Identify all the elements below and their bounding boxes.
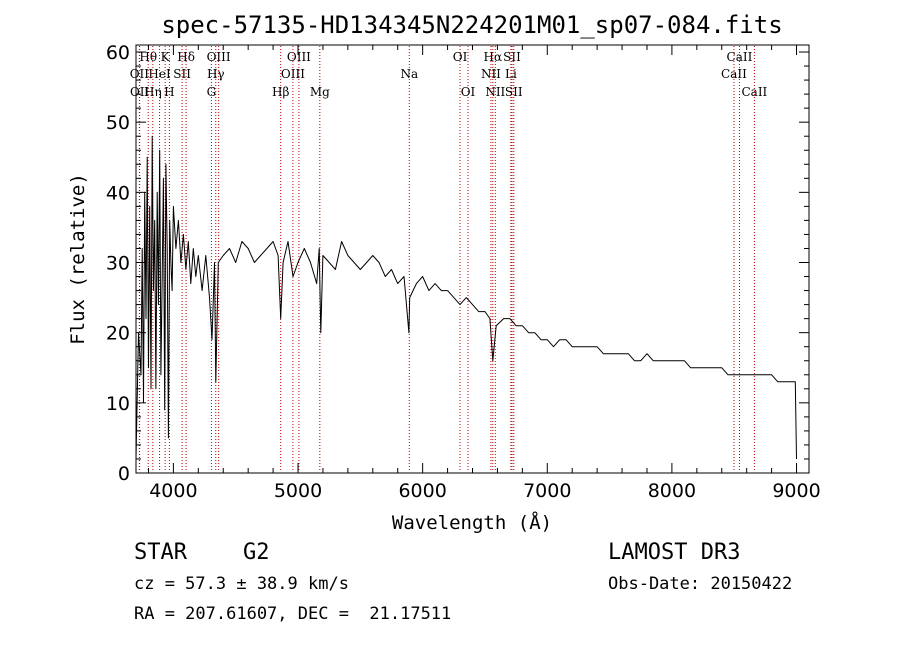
spectral-line-label: CaII [741,85,767,99]
y-tick-label: 40 [106,182,130,204]
x-tick-label: 7000 [523,480,571,502]
redshift-cz: cz = 57.3 ± 38.9 km/s [134,574,349,594]
spectral-line-label: Hθ [139,50,157,64]
chart-title: spec-57135-HD134345N224201M01_sp07-084.f… [161,11,782,39]
y-tick-label: 10 [106,393,130,415]
survey-name: LAMOST DR3 [608,540,741,565]
x-tick-label: 6000 [398,480,446,502]
spectral-line-label: SII [173,67,191,81]
spectral-line-label: SII [503,50,521,64]
spectral-line-label: H [164,85,174,99]
spectral-line-label: OI [453,50,468,64]
x-tick-label: 9000 [772,480,820,502]
x-axis-label: Wavelength (Å) [392,511,552,534]
y-axis-label: Flux (relative) [67,173,89,345]
x-tick-label: 5000 [274,480,322,502]
spectral-line-label: OIII [281,67,305,81]
spectral-line-label: NII [481,67,501,81]
spectral-line-label: SII [505,85,523,99]
spectral-line-label: G [207,85,217,99]
spectral-line-label: OII [130,85,150,99]
spectral-line-label: Hα [484,50,503,64]
y-tick-label: 30 [106,253,130,275]
spectral-line-label: K [161,50,171,64]
spectral-line-label: CaII [721,67,747,81]
y-tick-label: 20 [106,323,130,345]
object-subclass: G2 [243,540,270,565]
spectral-line-label: Li [505,67,517,81]
spectral-line-label: OI [461,85,476,99]
axes-layer: 4000 5000 6000 7000 8000 9000 0 10 20 30 40 50 60 [106,42,821,502]
x-tick-label: 4000 [149,480,197,502]
spectral-line-label: Na [400,67,418,81]
spectral-line-label: NII [485,85,505,99]
series-layer [135,135,797,460]
spectral-line-label: HeI [148,67,171,81]
series-line-flux [135,135,797,460]
spectral-line-label: OIII [287,50,311,64]
obs-date: Obs-Date: 20150422 [608,574,793,594]
spectral-line-label: OIII [207,50,231,64]
spectral-line-label: Hδ [177,50,195,64]
y-tick-label: 60 [106,42,130,64]
spectral-line-label: Hη [144,85,162,99]
spectral-line-label: Hβ [272,85,289,99]
x-tick-label: 8000 [648,480,696,502]
ra-dec: RA = 207.61607, DEC = 21.17511 [134,604,452,624]
spectral-line-label: Hγ [207,67,225,81]
object-class: STAR [134,540,187,565]
y-tick-label: 50 [106,112,130,134]
y-tick-label: 0 [118,463,130,485]
spectral-line-label: CaII [727,50,753,64]
spectral-line-label: Mg [310,85,330,99]
